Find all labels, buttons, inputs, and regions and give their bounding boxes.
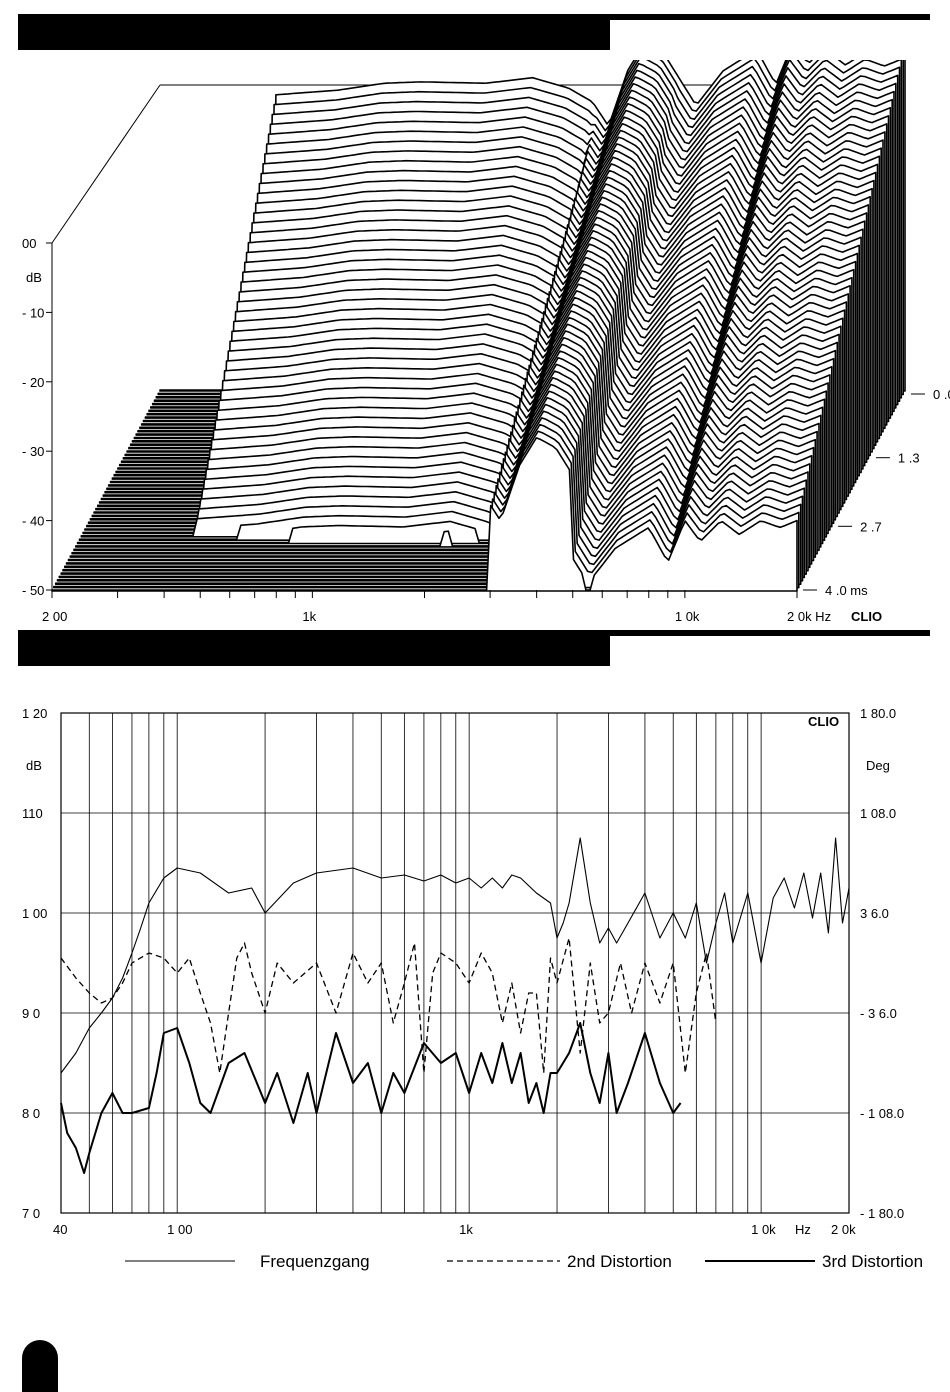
header-bar-bottom <box>18 630 610 666</box>
wf-y-tick-label: - 10 <box>22 305 44 320</box>
fr-y-tick-label: 9 0 <box>22 1006 40 1021</box>
fr-legend-label: 3rd Distortion <box>822 1252 923 1271</box>
waterfall-x-ticks: 2 00 1k 1 0k 2 0k Hz <box>42 590 831 624</box>
fr-x-tick-label: 1k <box>459 1222 473 1237</box>
fr-x-tick-label: 2 0k <box>831 1222 856 1237</box>
wf-depth-edge <box>51 84 161 244</box>
fr-y-tick-label: 110 <box>22 806 43 821</box>
fr-y-tick-label: 1 00 <box>22 906 47 921</box>
fr-y-tick-label: 1 20 <box>22 706 47 721</box>
page-tab-marker <box>22 1340 58 1392</box>
waterfall-y-ticks: 00 - 10 - 20 - 30 - 40 - 50 <box>22 236 52 598</box>
wf-time-tick-label: 4 .0 ms <box>825 583 868 598</box>
waterfall-time-ticks: 0 .0 1 .3 2 .7 4 .0 ms <box>803 387 950 598</box>
fr-plot-frame <box>60 712 850 1214</box>
wf-time-tick-label: 2 .7 <box>860 519 882 534</box>
frequency-series <box>60 837 850 1174</box>
waterfall-y-unit: dB <box>26 270 42 285</box>
fr-legend-label: Frequenzgang <box>260 1252 370 1271</box>
frequency-grid <box>60 712 850 1214</box>
fr-y2-tick-label: 1 80.0 <box>860 706 896 721</box>
wf-y-tick-label: 00 <box>22 236 36 251</box>
frequency-response-chart: 1 20 110 1 00 9 0 8 0 7 0 1 80.0 1 08.0 3 6.0 - … <box>22 706 923 1271</box>
frequency-y2-label: Deg <box>866 758 890 773</box>
frequency-y2-ticks: 1 80.0 1 08.0 3 6.0 - 3 6.0 - 1 08.0 - 1 80.0 <box>860 706 904 1221</box>
frequency-legend: Frequenzgang 2nd Distortion 3rd Distortion <box>125 1252 923 1271</box>
waterfall-slices <box>51 60 906 592</box>
fr-y2-tick-label: - 1 80.0 <box>860 1206 904 1221</box>
wf-y-tick-label: - 50 <box>22 583 44 598</box>
wf-y-tick-label: - 40 <box>22 514 44 529</box>
wf-y-tick-label: - 30 <box>22 444 44 459</box>
fr-x-tick-label: 1 0k <box>751 1222 776 1237</box>
frequency-brand-label: CLIO <box>808 714 839 729</box>
waterfall-chart: 00 - 10 - 20 - 30 - 40 - 50 2 00 1k 1 0k 2 0k Hz… <box>22 60 950 624</box>
frequency-y-label: dB <box>26 758 42 773</box>
fr-legend-label: 2nd Distortion <box>567 1252 672 1271</box>
header-rule-top <box>610 14 930 20</box>
fr-series-line-0 <box>60 837 850 1074</box>
wf-y-tick-label: - 20 <box>22 375 44 390</box>
fr-y2-tick-label: 3 6.0 <box>860 906 889 921</box>
fr-y-tick-label: 8 0 <box>22 1106 40 1121</box>
wf-slice <box>51 437 798 592</box>
fr-x-tick-label: 40 <box>53 1222 67 1237</box>
header-rule-bottom <box>610 630 930 636</box>
fr-x-tick-label: 1 00 <box>167 1222 192 1237</box>
frequency-x-ticks: 40 1 00 1k 1 0k 2 0k <box>53 1222 856 1237</box>
fr-y2-tick-label: 1 08.0 <box>860 806 896 821</box>
fr-y2-tick-label: - 1 08.0 <box>860 1106 904 1121</box>
wf-x-tick-label: 1 0k <box>675 609 700 624</box>
wf-x-tick-label: 2 0k Hz <box>787 609 831 624</box>
wf-slice <box>53 430 800 589</box>
fr-series-line-2 <box>60 1022 682 1174</box>
wf-x-tick-label: 1k <box>302 609 316 624</box>
wf-time-tick-label: 1 .3 <box>898 451 920 466</box>
wf-x-tick-label: 2 00 <box>42 609 67 624</box>
fr-series-line-1 <box>60 937 717 1074</box>
waterfall-brand-label: CLIO <box>851 609 882 624</box>
fr-y-tick-label: 7 0 <box>22 1206 40 1221</box>
fr-y2-tick-label: - 3 6.0 <box>860 1006 897 1021</box>
header-bar-top <box>18 14 610 50</box>
frequency-y-ticks: 1 20 110 1 00 9 0 8 0 7 0 <box>22 706 47 1221</box>
wf-time-tick-label: 0 .0 <box>933 387 950 402</box>
frequency-x-unit-label: Hz <box>795 1222 811 1237</box>
